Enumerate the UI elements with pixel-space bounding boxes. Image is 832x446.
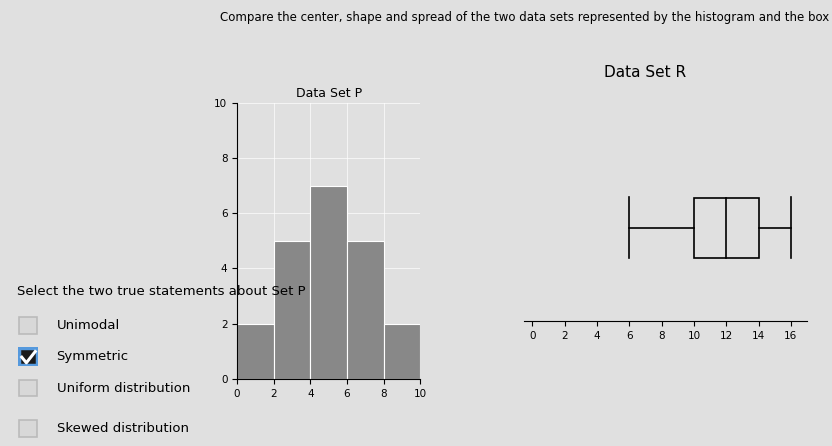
Text: Select the two true statements about Set P: Select the two true statements about Set… — [17, 285, 305, 298]
Text: Uniform distribution: Uniform distribution — [57, 381, 190, 395]
Text: Compare the center, shape and spread of the two data sets represented by the his: Compare the center, shape and spread of … — [220, 11, 832, 24]
Text: Skewed distribution: Skewed distribution — [57, 421, 189, 435]
Bar — [310, 186, 347, 379]
Bar — [237, 324, 274, 379]
Bar — [694, 198, 759, 257]
Title: Data Set P: Data Set P — [295, 87, 362, 100]
Bar — [347, 241, 384, 379]
Text: Unimodal: Unimodal — [57, 319, 120, 332]
Bar — [274, 241, 310, 379]
Bar — [384, 324, 420, 379]
Text: Symmetric: Symmetric — [57, 350, 129, 363]
Text: Data Set R: Data Set R — [604, 65, 686, 80]
